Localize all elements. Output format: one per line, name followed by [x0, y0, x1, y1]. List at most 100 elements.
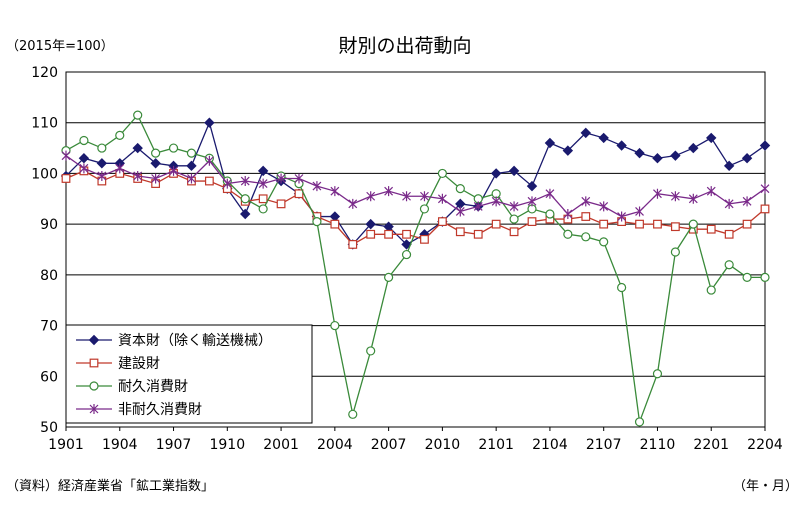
y-axis-ticks: 50 60 70 80 90 100 110 120 [31, 65, 58, 436]
data-point-star [133, 170, 143, 181]
y-tick-label: 50 [40, 420, 58, 436]
data-point-star [276, 173, 286, 184]
x-tick-label: 1904 [102, 437, 138, 453]
data-point-circle [79, 135, 89, 146]
x-tick-label: 1910 [209, 437, 245, 453]
data-point-square [635, 219, 644, 229]
data-point-star [635, 206, 644, 217]
data-point-circle [760, 272, 770, 282]
data-point-star [258, 178, 268, 189]
data-point-square [384, 229, 394, 239]
data-point-circle [652, 369, 663, 379]
data-point-circle [724, 260, 734, 270]
legend-label: 建設財 [118, 356, 160, 372]
data-point-star [455, 206, 465, 217]
data-point-circle [384, 272, 394, 282]
data-point-star [204, 155, 214, 166]
x-tick-label: 2007 [371, 437, 407, 453]
data-point-diamond [544, 137, 556, 149]
data-point-diamond [759, 140, 771, 151]
data-point-star [670, 191, 680, 202]
data-point-star [115, 163, 125, 174]
data-point-diamond [652, 153, 663, 164]
data-point-square [760, 204, 770, 214]
data-point-star [169, 165, 178, 176]
data-point-circle [133, 110, 143, 120]
data-point-square [527, 217, 537, 227]
data-point-diamond [132, 142, 143, 154]
data-point-star [563, 209, 573, 219]
data-point-diamond [508, 165, 520, 177]
x-tick-label: 2204 [747, 437, 783, 453]
data-point-square [258, 194, 268, 204]
data-point-circle [330, 320, 340, 331]
source-note: （資料）経済産業省「鉱工業指数」 [6, 478, 214, 494]
data-point-square [420, 234, 429, 244]
data-point-diamond [240, 208, 251, 220]
legend-item: 資本財（除く輸送機械） [76, 333, 272, 349]
data-point-circle [401, 249, 412, 260]
data-point-star [330, 186, 340, 197]
data-point-star [89, 404, 99, 414]
data-point-diamond [96, 158, 108, 169]
series-1 [60, 117, 771, 250]
data-point-star [599, 201, 609, 212]
data-point-square [437, 217, 447, 227]
data-point-star [222, 178, 232, 189]
data-point-circle [455, 184, 465, 194]
data-point-star [473, 201, 483, 212]
data-point-diamond [78, 153, 90, 164]
data-point-circle [258, 204, 268, 214]
data-point-circle [151, 148, 161, 158]
data-point-circle [617, 282, 627, 293]
data-point-square [670, 222, 680, 232]
data-point-square [653, 219, 662, 229]
data-point-star [742, 196, 752, 207]
x-tick-label: 2101 [478, 437, 514, 453]
data-point-circle [545, 209, 555, 219]
data-point-diamond [598, 132, 609, 144]
data-point-diamond [580, 127, 591, 139]
data-point-circle [97, 143, 107, 153]
data-point-circle [706, 285, 716, 295]
data-point-diamond [186, 160, 197, 172]
series-line [65, 170, 766, 246]
legend-item: 建設財 [76, 356, 160, 372]
legend-label: 資本財（除く輸送機械） [118, 333, 272, 349]
data-point-square [491, 219, 501, 229]
legend-item: 非耐久消費財 [76, 402, 202, 418]
data-point-diamond [88, 334, 100, 346]
data-point-star [653, 188, 662, 199]
y-tick-label: 60 [40, 369, 58, 385]
data-point-star [581, 196, 591, 207]
data-point-circle [670, 247, 680, 257]
data-point-circle [312, 217, 322, 227]
data-point-diamond [562, 145, 574, 156]
data-point-diamond [329, 211, 341, 222]
x-tick-label: 2010 [425, 437, 461, 453]
series-layer [60, 110, 771, 427]
data-point-diamond [741, 153, 753, 164]
y-tick-label: 100 [31, 166, 58, 182]
x-tick-label: 2001 [263, 437, 299, 453]
data-point-square [61, 174, 71, 183]
x-axis-unit-label: （年・月） [733, 479, 798, 494]
data-point-star [151, 173, 161, 184]
data-point-diamond [365, 218, 376, 230]
legend-box [65, 324, 313, 424]
series-2 [61, 166, 770, 249]
data-point-star [312, 181, 322, 192]
y-tick-label: 90 [40, 217, 58, 233]
data-point-star [509, 201, 519, 212]
data-point-circle [348, 409, 358, 419]
data-point-square [294, 189, 304, 199]
data-point-circle [599, 237, 609, 247]
data-point-diamond [526, 180, 538, 192]
data-point-diamond [688, 142, 699, 154]
data-point-circle [115, 130, 125, 140]
data-point-square [455, 227, 465, 237]
x-tick-label: 2201 [693, 437, 729, 453]
x-tick-label: 1901 [48, 437, 84, 453]
